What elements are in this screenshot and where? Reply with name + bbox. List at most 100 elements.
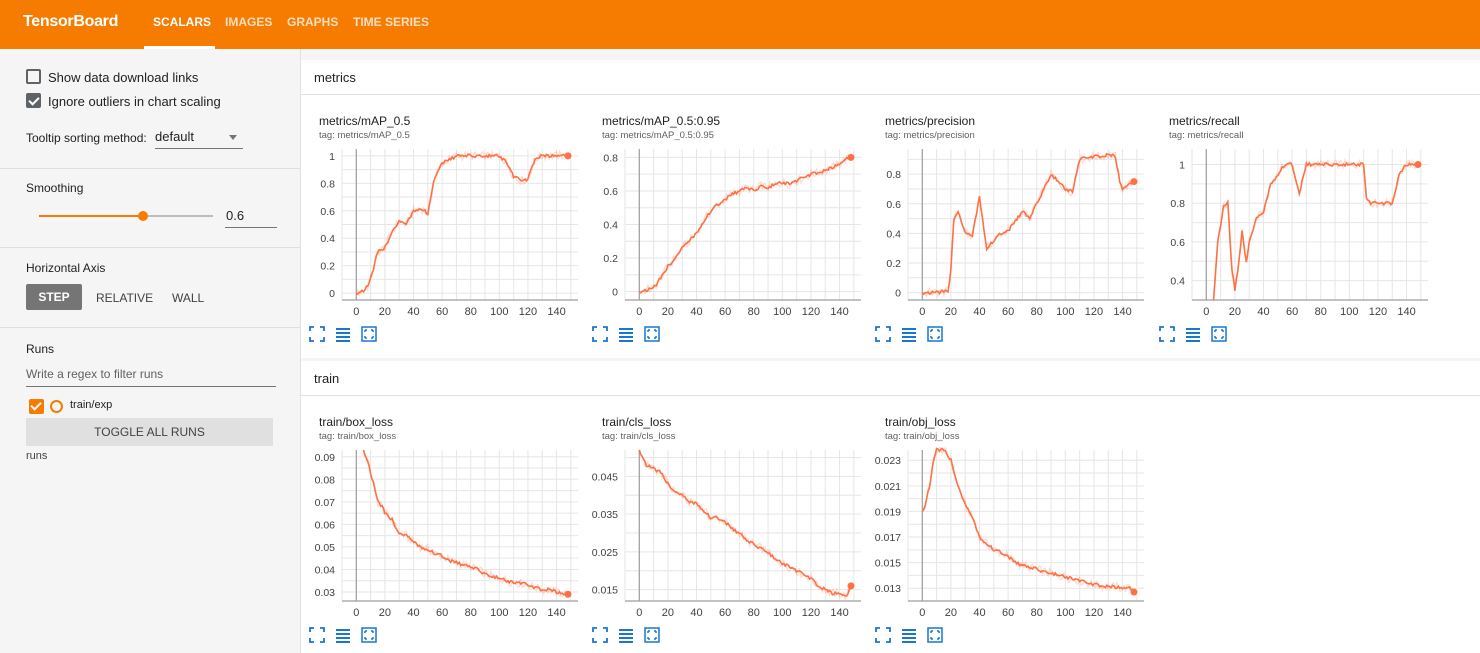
smoothing-input[interactable]: 0.6 xyxy=(225,208,277,228)
fullscreen-icon[interactable] xyxy=(875,627,891,643)
y-tick-label: 0.6 xyxy=(1170,237,1185,249)
x-tick-label: 40 xyxy=(973,607,985,619)
fullscreen-icon[interactable] xyxy=(875,326,891,342)
line-chart: 0 20 40 60 80 100 120 140 0.4 0.6 0.8 1 xyxy=(1170,149,1428,318)
app-title: TensorBoard xyxy=(23,13,119,30)
x-tick-label: 60 xyxy=(1002,607,1014,619)
runs-directory: runs xyxy=(26,450,48,462)
y-tick-label: 0.013 xyxy=(875,583,901,595)
log-scale-icon[interactable] xyxy=(335,627,351,643)
fit-domain-icon[interactable] xyxy=(361,326,377,342)
series-line xyxy=(638,155,852,294)
x-tick-label: 20 xyxy=(379,607,391,619)
x-tick-label: 120 xyxy=(519,306,537,318)
line-chart: 0 20 40 60 80 100 120 140 0.015 0.025 0.035 0.045 xyxy=(592,449,861,619)
section-metrics: metrics/mAP_0.5 tag: metrics/mAP_0.5 0 20… xyxy=(301,95,1480,358)
fit-domain-icon[interactable] xyxy=(927,326,943,342)
x-tick-label: 20 xyxy=(662,306,674,318)
x-tick-label: 80 xyxy=(465,306,477,318)
y-tick-label: 0.045 xyxy=(592,471,618,483)
last-point-marker xyxy=(1414,160,1422,168)
x-tick-label: 140 xyxy=(1113,607,1131,619)
x-tick-label: 40 xyxy=(973,306,985,318)
y-tick-label: 0 xyxy=(612,287,618,299)
log-scale-icon[interactable] xyxy=(618,326,634,342)
log-scale-icon[interactable] xyxy=(335,326,351,342)
fullscreen-icon[interactable] xyxy=(592,627,608,643)
last-point-marker xyxy=(564,152,572,160)
y-tick-label: 0.023 xyxy=(875,455,901,467)
fit-domain-icon[interactable] xyxy=(644,326,660,342)
log-scale-icon[interactable] xyxy=(1185,326,1201,342)
section-header-train[interactable]: train xyxy=(301,361,1480,396)
x-tick-label: 80 xyxy=(1031,306,1043,318)
log-scale-icon[interactable] xyxy=(901,326,917,342)
chart-card: train/box_loss tag: train/box_loss 0 20 40… xyxy=(301,415,585,650)
chart-title: train/box_loss xyxy=(319,415,394,429)
y-tick-label: 0.05 xyxy=(315,542,336,554)
chart-title: metrics/precision xyxy=(885,114,976,128)
show-download-links-checkbox[interactable] xyxy=(26,69,41,84)
divider xyxy=(0,168,300,169)
y-tick-label: 0.2 xyxy=(320,261,335,273)
run-filter-input[interactable]: Write a regex to filter runs xyxy=(26,367,276,387)
x-tick-label: 120 xyxy=(802,306,820,318)
x-tick-label: 20 xyxy=(945,607,957,619)
y-tick-label: 0.8 xyxy=(886,169,901,181)
fit-domain-icon[interactable] xyxy=(927,627,943,643)
show-download-links-label: Show data download links xyxy=(48,70,199,85)
x-tick-label: 40 xyxy=(690,607,702,619)
log-scale-icon[interactable] xyxy=(618,627,634,643)
x-tick-label: 140 xyxy=(547,306,565,318)
tab-scalars[interactable]: SCALARS xyxy=(153,15,212,29)
y-tick-label: 0.06 xyxy=(315,519,336,531)
runs-label: Runs xyxy=(26,342,55,356)
tab-time-series[interactable]: TIME SERIES xyxy=(353,15,430,29)
fit-domain-icon[interactable] xyxy=(644,627,660,643)
last-point-marker xyxy=(1130,178,1138,186)
x-tick-label: 100 xyxy=(1056,306,1074,318)
tab-images[interactable]: IMAGES xyxy=(225,15,273,29)
divider xyxy=(0,247,300,248)
x-tick-label: 100 xyxy=(773,607,791,619)
raw-series-line xyxy=(638,449,852,601)
axis-relative-button[interactable]: RELATIVE xyxy=(96,291,154,305)
log-scale-icon[interactable] xyxy=(901,627,917,643)
series-line xyxy=(921,447,1135,594)
fullscreen-icon[interactable] xyxy=(309,627,325,643)
toggle-all-runs-button[interactable]: TOGGLE ALL RUNS xyxy=(26,418,273,446)
fit-domain-icon[interactable] xyxy=(361,627,377,643)
tab-graphs[interactable]: GRAPHS xyxy=(287,15,339,29)
chart-card: metrics/mAP_0.5 tag: metrics/mAP_0.5 0 20… xyxy=(301,114,585,349)
x-tick-label: 120 xyxy=(1369,306,1387,318)
axis-step-button[interactable]: STEP xyxy=(26,284,82,310)
chart-card: metrics/mAP_0.5:0.95 tag: metrics/mAP_0.… xyxy=(584,114,868,349)
active-tab-indicator xyxy=(144,46,215,49)
sidebar: Show data download links Ignore outliers… xyxy=(0,49,301,653)
ignore-outliers-checkbox[interactable] xyxy=(26,93,41,108)
axis-wall-button[interactable]: WALL xyxy=(172,291,205,305)
line-chart: 0 20 40 60 80 100 120 140 0 0.2 0.4 0.6 0.8 1 xyxy=(320,149,578,318)
tooltip-sorting-select[interactable]: default xyxy=(155,129,243,149)
fullscreen-icon[interactable] xyxy=(1159,326,1175,342)
x-tick-label: 60 xyxy=(1002,306,1014,318)
x-tick-label: 0 xyxy=(636,607,642,619)
fullscreen-icon[interactable] xyxy=(309,326,325,342)
last-point-marker xyxy=(564,590,572,598)
horizontal-axis-label: Horizontal Axis xyxy=(26,261,106,275)
chevron-down-icon xyxy=(229,135,237,140)
fit-domain-icon[interactable] xyxy=(1211,326,1227,342)
fullscreen-icon[interactable] xyxy=(592,326,608,342)
y-tick-label: 0.025 xyxy=(592,547,618,559)
chart-tag: tag: metrics/mAP_0.5 xyxy=(319,130,410,141)
section-header-metrics[interactable]: metrics xyxy=(301,60,1480,95)
section-title: train xyxy=(314,371,340,386)
smoothing-slider-handle[interactable] xyxy=(137,211,148,221)
line-chart: 0 20 40 60 80 100 120 140 0.013 0.015 0.017 0.019 0.… xyxy=(875,446,1144,619)
x-tick-label: 60 xyxy=(719,306,731,318)
line-chart: 0 20 40 60 80 100 120 140 0.03 0.04 0.05 0.06 0.07 0.… xyxy=(315,449,578,619)
run-checkbox[interactable] xyxy=(29,399,44,414)
smoothing-slider[interactable] xyxy=(39,211,213,221)
series-line xyxy=(362,449,569,596)
x-tick-label: 0 xyxy=(636,306,642,318)
